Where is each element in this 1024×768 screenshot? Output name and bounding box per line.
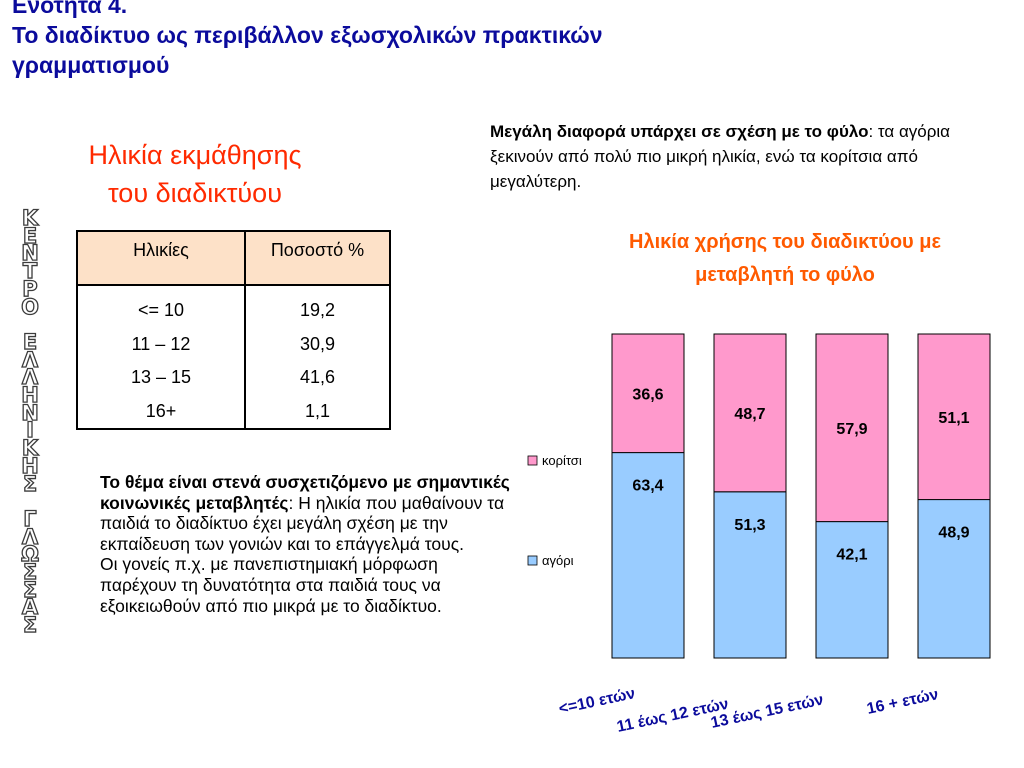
data-label-girls: 57,9 [836, 421, 867, 438]
bar-segment-girls [815, 333, 889, 523]
ages-column: <= 10 11 – 12 13 – 15 16+ [76, 284, 246, 430]
bar-segment-boys [713, 491, 787, 659]
gender-difference-paragraph: Μεγάλη διαφορά υπάρχει σε σχέση με το φύ… [490, 119, 970, 194]
slide-header: Ενότητα 4. Το διαδίκτυο ως περιβάλλον εξ… [12, 0, 812, 80]
paragraph-text: : Η ηλικία που μαθαίνουν τα παιδιά το δι… [100, 492, 505, 554]
chart-title-line-1: Ηλικία χρήσης του διαδικτύου με [629, 231, 941, 253]
age-learning-title: Ηλικία εκμάθησης του διαδικτύου [40, 136, 350, 212]
data-label-boys: 42,1 [836, 547, 867, 564]
bar-segment-girls [713, 333, 787, 493]
slide-title-line-1: Το διαδίκτυο ως περιβάλλον εξωσχολικών π… [12, 22, 603, 48]
table-header-row: Ηλικίες Ποσοστό % [76, 230, 391, 286]
data-label-girls: 48,7 [734, 406, 765, 423]
vertical-text-letter: Η [21, 453, 40, 478]
data-label-girls: 36,6 [632, 386, 663, 403]
data-label-boys: 63,4 [632, 478, 663, 495]
social-variables-paragraph: Το θέμα είναι στενά συσχετιζόμενο με σημ… [100, 472, 510, 616]
age-cell: 13 – 15 [130, 367, 192, 387]
age-learning-title-line-1: Ηλικία εκμάθησης [88, 140, 302, 170]
legend-swatch [527, 455, 538, 466]
bar-segment-girls [611, 333, 685, 454]
paragraph-text: : τα αγόρια ξεκινούν από πολύ πιο μικρή … [490, 122, 950, 191]
chart-title-line-2: μεταβλητή το φύλο [695, 264, 875, 286]
vertical-text-letter: Σ [22, 577, 38, 602]
vertical-text-letter: Λ [21, 524, 39, 549]
percentage-cell: 19,2 [299, 300, 336, 320]
vertical-text-letter: Γ [23, 506, 38, 531]
vertical-text-letter: Τ [22, 259, 38, 284]
stacked-bar-chart: 63,4 36,6 51,3 48,7 42,1 57,9 48,9 51,1 κορίτσι α… [527, 333, 991, 736]
vertical-text-letter: Ο [20, 294, 39, 319]
vertical-text-letter: Ν [21, 241, 40, 266]
slide-title-line-2: γραμματισμού [12, 52, 170, 78]
data-label-girls: 51,1 [938, 410, 969, 427]
header-percentage: Ποσοστό % [244, 230, 391, 286]
percentage-cell: 1,1 [304, 400, 331, 421]
data-label-boys: 48,9 [938, 525, 969, 542]
vertical-text-letter: Ι [25, 418, 34, 443]
vertical-text-letter: Ρ [22, 276, 39, 301]
bar-segment-boys [917, 499, 991, 659]
vertical-text-letter: Κ [21, 206, 39, 230]
chart-title: Ηλικία χρήσης του διαδικτύου με μεταβλητ… [560, 226, 1010, 292]
age-cell: <= 10 [137, 300, 185, 320]
header-ages: Ηλικίες [76, 230, 246, 286]
vertical-text-letter: Σ [22, 471, 38, 496]
legend-label: αγόρι [542, 553, 574, 568]
vertical-text-letter: Α [21, 595, 39, 620]
percentage-column: 19,2 30,9 41,6 1,1 [244, 284, 391, 430]
vertical-text-letter: Ε [22, 329, 38, 354]
paragraph-bold: Μεγάλη διαφορά υπάρχει σε σχέση με το φύ… [490, 122, 869, 141]
percentage-cell: 30,9 [299, 333, 336, 354]
legend-label: κορίτσι [542, 453, 582, 468]
bar-segment-boys [815, 521, 889, 659]
vertical-text-letter: Ν [21, 400, 40, 425]
age-cell: 16+ [145, 400, 177, 421]
vertical-text-letter: Ω [20, 542, 39, 567]
x-axis-tick-label: <=10 ετών [557, 685, 637, 718]
vertical-text-letter: Λ [21, 365, 39, 390]
vertical-text-letter: Λ [21, 347, 39, 372]
bar-segment-girls [917, 333, 991, 501]
vertical-text-letter: Σ [22, 613, 38, 638]
age-percentage-table: Ηλικίες Ποσοστό % <= 10 11 – 12 13 – 15 … [76, 230, 391, 430]
paragraph-bold: Το θέμα είναι στενά συσχετιζόμενο με σημ… [100, 472, 510, 513]
percentage-cell: 41,6 [299, 367, 336, 387]
age-cell: 11 – 12 [131, 333, 191, 354]
vertical-text-letter: Σ [22, 560, 38, 585]
table-body-row: <= 10 11 – 12 13 – 15 16+ 19,2 30,9 41,6… [76, 284, 391, 430]
legend-swatch [527, 555, 538, 566]
vertical-text-letter: Κ [21, 436, 39, 461]
paragraph-second: Οι γονείς π.χ. με πανεπιστημιακή μόρφωση… [100, 554, 442, 616]
age-learning-title-line-2: του διαδικτύου [108, 178, 282, 208]
paragraph-first: Το θέμα είναι στενά συσχετιζόμενο με σημ… [100, 472, 510, 554]
vertical-text-letter: Ε [22, 223, 38, 248]
x-axis-tick-label: 16 + ετών [865, 686, 940, 718]
bar-segment-boys [611, 452, 685, 659]
data-label-boys: 51,3 [734, 517, 765, 534]
vertical-text-letter: Η [21, 383, 40, 408]
section-label: Ενότητα 4. [12, 0, 128, 18]
